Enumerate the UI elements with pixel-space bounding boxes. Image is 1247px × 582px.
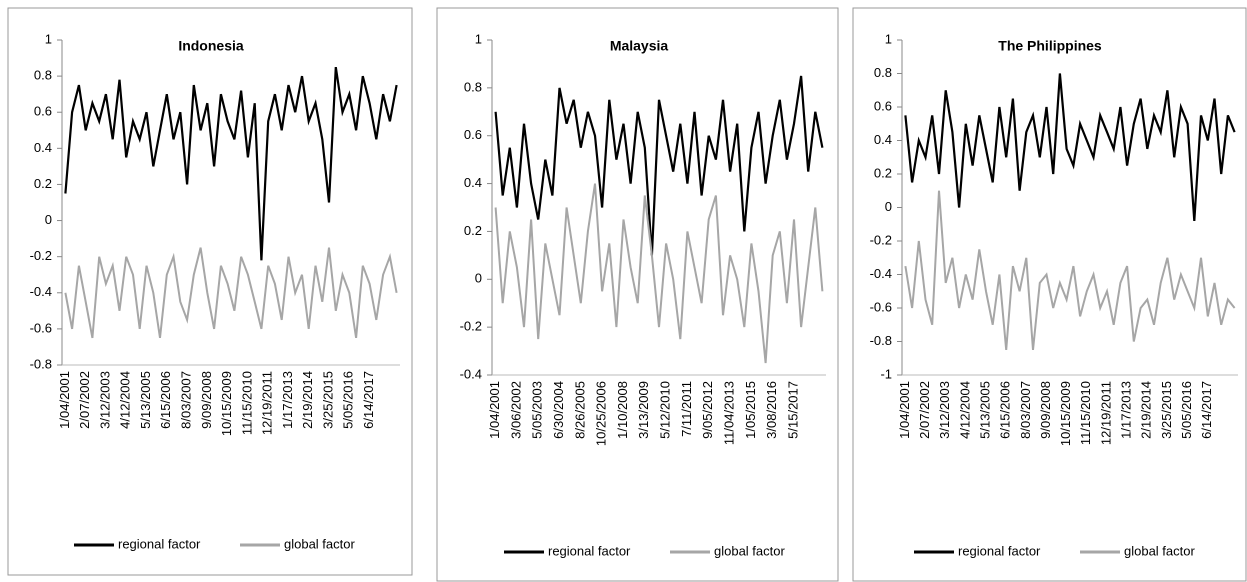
x-tick-label: 11/15/2010 xyxy=(239,371,254,435)
x-tick-label: 3/25/2015 xyxy=(320,371,335,429)
x-tick-label: 8/26/2005 xyxy=(572,381,587,439)
chart-title: The Philippines xyxy=(998,38,1102,54)
panel xyxy=(7,7,413,576)
x-tick-label: 7/11/2011 xyxy=(679,381,694,437)
x-tick-label: 1/05/2015 xyxy=(743,381,758,439)
x-tick-label: 5/05/2016 xyxy=(1179,381,1194,439)
y-tick-label: 0.8 xyxy=(874,65,892,80)
y-tick-label: 1 xyxy=(885,31,892,46)
x-tick-label: 12/19/2011 xyxy=(1098,381,1113,445)
x-tick-label: 4/12/2004 xyxy=(118,371,133,429)
y-tick-label: 0.6 xyxy=(874,98,892,113)
legend-label: regional factor xyxy=(118,536,201,551)
x-tick-label: 2/07/2002 xyxy=(77,371,92,429)
x-tick-label: 6/14/2017 xyxy=(361,371,376,429)
y-tick-label: 1 xyxy=(45,31,52,46)
x-tick-label: 3/12/2003 xyxy=(937,381,952,439)
y-tick-label: 0.2 xyxy=(874,165,892,180)
x-tick-label: 5/05/2016 xyxy=(341,371,356,429)
x-tick-label: 9/09/2008 xyxy=(1038,381,1053,439)
x-tick-label: 6/15/2006 xyxy=(158,371,173,429)
x-tick-label: 3/08/2016 xyxy=(764,381,779,439)
series-line xyxy=(494,183,824,364)
x-tick-label: 5/05/2003 xyxy=(530,381,545,439)
y-tick-label: 0 xyxy=(885,199,892,214)
x-tick-label: 5/15/2017 xyxy=(785,381,800,439)
x-tick-label: 6/15/2006 xyxy=(998,381,1013,439)
y-tick-label: -0.8 xyxy=(30,356,52,371)
y-tick-label: -0.2 xyxy=(870,232,892,247)
x-tick-label: 1/04/2001 xyxy=(897,381,912,439)
x-tick-label: 11/15/2010 xyxy=(1078,381,1093,445)
series-line xyxy=(904,190,1236,351)
y-tick-label: 0.4 xyxy=(34,140,52,155)
y-tick-label: 0 xyxy=(45,212,52,227)
x-tick-label: 5/13/2005 xyxy=(138,371,153,429)
x-tick-label: 1/04/2001 xyxy=(487,381,502,439)
series-line xyxy=(64,247,398,339)
x-tick-label: 11/04/2013 xyxy=(722,381,737,445)
x-tick-label: 1/17/2013 xyxy=(1119,381,1134,439)
y-tick-label: -0.8 xyxy=(870,333,892,348)
x-tick-label: 10/15/2009 xyxy=(219,371,234,436)
series-line xyxy=(494,75,824,256)
x-tick-label: 9/05/2012 xyxy=(700,381,715,439)
y-tick-label: 0.4 xyxy=(874,132,892,147)
y-tick-label: 0.6 xyxy=(464,127,482,142)
x-tick-label: 5/12/2010 xyxy=(658,381,673,439)
legend-label: regional factor xyxy=(958,543,1041,558)
y-tick-label: -0.4 xyxy=(870,266,892,281)
y-tick-label: 0.4 xyxy=(464,175,482,190)
legend-label: global factor xyxy=(714,543,785,558)
y-tick-label: 0 xyxy=(475,271,482,286)
legend-label: global factor xyxy=(284,536,355,551)
x-tick-label: 6/14/2017 xyxy=(1199,381,1214,439)
x-tick-label: 5/13/2005 xyxy=(977,381,992,439)
y-tick-label: 0.2 xyxy=(34,176,52,191)
series-line xyxy=(904,73,1236,221)
x-tick-label: 1/10/2008 xyxy=(615,381,630,439)
x-tick-label: 12/19/2011 xyxy=(260,371,275,435)
x-tick-label: 2/19/2014 xyxy=(1139,381,1154,439)
y-tick-label: -0.4 xyxy=(460,366,482,381)
x-tick-label: 10/15/2009 xyxy=(1058,381,1073,446)
x-tick-label: 1/04/2001 xyxy=(57,371,72,429)
y-tick-label: 0.2 xyxy=(464,223,482,238)
y-tick-label: 0.8 xyxy=(464,79,482,94)
y-tick-label: 1 xyxy=(475,31,482,46)
x-tick-label: 9/09/2008 xyxy=(199,371,214,429)
x-tick-label: 3/12/2003 xyxy=(97,371,112,429)
x-tick-label: 2/19/2014 xyxy=(300,371,315,429)
x-tick-label: 8/03/2007 xyxy=(178,371,193,429)
x-tick-label: 10/25/2006 xyxy=(594,381,609,446)
y-tick-label: -1 xyxy=(880,366,892,381)
legend-label: regional factor xyxy=(548,543,631,558)
y-tick-label: 0.6 xyxy=(34,104,52,119)
chart-title: Indonesia xyxy=(178,38,244,54)
x-tick-label: 8/03/2007 xyxy=(1018,381,1033,439)
y-tick-label: -0.6 xyxy=(870,299,892,314)
y-tick-label: -0.6 xyxy=(30,320,52,335)
x-tick-label: 3/25/2015 xyxy=(1159,381,1174,439)
legend-label: global factor xyxy=(1124,543,1195,558)
y-tick-label: -0.4 xyxy=(30,284,52,299)
x-tick-label: 3/13/2009 xyxy=(636,381,651,439)
series-line xyxy=(64,66,398,261)
x-tick-label: 2/07/2002 xyxy=(917,381,932,439)
x-tick-label: 1/17/2013 xyxy=(280,371,295,429)
chart-title: Malaysia xyxy=(610,38,669,54)
y-tick-label: -0.2 xyxy=(30,248,52,263)
x-tick-label: 3/06/2002 xyxy=(508,381,523,439)
x-tick-label: 4/12/2004 xyxy=(957,381,972,439)
y-tick-label: 0.8 xyxy=(34,68,52,83)
y-tick-label: -0.2 xyxy=(460,319,482,334)
x-tick-label: 6/30/2004 xyxy=(551,381,566,439)
